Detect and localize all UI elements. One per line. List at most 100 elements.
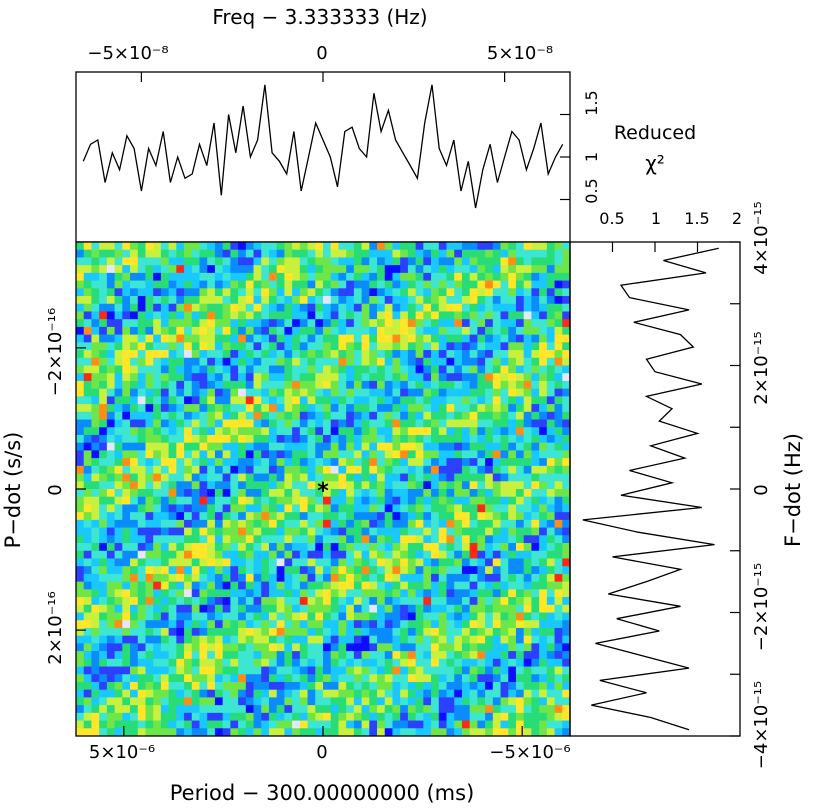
heatmap-cell xyxy=(515,512,525,521)
heatmap-cell xyxy=(407,496,417,505)
heatmap-cell xyxy=(523,319,532,328)
heatmap-cell xyxy=(539,705,548,714)
heatmap-cell xyxy=(515,581,525,590)
heatmap-cell xyxy=(508,504,517,513)
heatmap-cell xyxy=(91,311,100,320)
heatmap-cell xyxy=(191,326,200,336)
heatmap-cell xyxy=(106,388,115,397)
heatmap-cell xyxy=(454,450,463,459)
heatmap-cell xyxy=(238,689,247,698)
heatmap-cell xyxy=(508,350,517,359)
heatmap-cell xyxy=(361,496,370,505)
heatmap-cell xyxy=(477,504,486,513)
heatmap-cell xyxy=(268,303,278,312)
heatmap-cell xyxy=(83,272,92,281)
heatmap-cell xyxy=(392,404,401,413)
heatmap-cell xyxy=(114,604,123,613)
heatmap-cell xyxy=(253,257,262,266)
heatmap-cell xyxy=(245,527,254,536)
heatmap-cell xyxy=(554,319,563,328)
heatmap-cell xyxy=(222,404,231,413)
heatmap-cell xyxy=(531,388,540,397)
heatmap-cell xyxy=(292,712,301,721)
heatmap-cell xyxy=(477,651,486,660)
heatmap-cell xyxy=(384,604,393,613)
heatmap-cell xyxy=(114,419,123,428)
heatmap-cell xyxy=(99,365,108,374)
heatmap-cell xyxy=(485,489,494,498)
heatmap-cell xyxy=(500,504,509,513)
heatmap-cell xyxy=(353,473,362,482)
heatmap-cell xyxy=(184,620,193,629)
heatmap-cell xyxy=(276,380,285,390)
heatmap-cell xyxy=(168,350,177,359)
heatmap-cell xyxy=(99,481,108,490)
heatmap-cell xyxy=(546,581,555,590)
heatmap-cell xyxy=(130,666,139,675)
heatmap-cell xyxy=(515,473,525,482)
heatmap-cell xyxy=(446,674,455,683)
heatmap-cell xyxy=(400,627,409,637)
heatmap-cell xyxy=(76,311,85,320)
heatmap-cell xyxy=(276,450,285,459)
heatmap-cell xyxy=(106,573,115,583)
heatmap-cell xyxy=(377,643,386,652)
heatmap-cell xyxy=(515,465,525,474)
heatmap-cell xyxy=(191,712,200,721)
heatmap-cell xyxy=(238,434,247,444)
heatmap-cell xyxy=(184,535,193,544)
heatmap-cell xyxy=(477,550,486,559)
heatmap-cell xyxy=(353,350,362,359)
heatmap-cell xyxy=(276,496,285,505)
heatmap-cell xyxy=(477,589,486,598)
heatmap-cell xyxy=(292,666,301,675)
heatmap-cell xyxy=(407,666,417,675)
heatmap-cell xyxy=(253,450,262,459)
heatmap-cell xyxy=(168,543,177,552)
heatmap-cell xyxy=(338,319,347,328)
heatmap-cell xyxy=(338,512,347,521)
heatmap-cell xyxy=(523,543,532,552)
heatmap-cell xyxy=(492,643,501,652)
heatmap-cell xyxy=(338,419,347,428)
heatmap-cell xyxy=(284,388,293,397)
heatmap-cell xyxy=(83,350,92,359)
heatmap-cell xyxy=(253,620,262,629)
heatmap-cell xyxy=(369,373,378,382)
heatmap-cell xyxy=(268,450,278,459)
heatmap-cell xyxy=(500,635,509,644)
heatmap-cell xyxy=(353,674,362,683)
heatmap-cell xyxy=(523,666,532,675)
heatmap-cell xyxy=(454,334,463,343)
heatmap-cell xyxy=(268,319,278,328)
heatmap-cell xyxy=(407,597,417,606)
heatmap-cell xyxy=(168,589,177,598)
heatmap-cell xyxy=(245,396,254,405)
heatmap-cell xyxy=(323,373,332,382)
heatmap-cell xyxy=(438,465,447,474)
heatmap-cell xyxy=(214,597,224,606)
heatmap-cell xyxy=(137,496,146,505)
heatmap-cell xyxy=(207,342,216,351)
heatmap-cell xyxy=(485,697,494,706)
heatmap-cell xyxy=(230,465,239,474)
heatmap-cell xyxy=(515,342,525,351)
heatmap-cell xyxy=(554,481,563,490)
heatmap-cell xyxy=(99,728,108,737)
heatmap-cell xyxy=(91,319,100,328)
heatmap-cell xyxy=(323,303,332,312)
heatmap-cell xyxy=(137,481,146,490)
heatmap-cell xyxy=(446,380,455,390)
heatmap-cell xyxy=(191,373,200,382)
heatmap-cell xyxy=(500,350,509,359)
heatmap-cell xyxy=(153,380,162,390)
heatmap-cell xyxy=(176,296,185,305)
heatmap-cell xyxy=(323,658,332,667)
heatmap-cell xyxy=(122,427,131,436)
heatmap-cell xyxy=(315,265,324,274)
heatmap-cell xyxy=(145,589,154,598)
heatmap-cell xyxy=(307,242,316,251)
heatmap-cell xyxy=(377,681,386,691)
heatmap-cell xyxy=(253,550,262,559)
heatmap-cell xyxy=(446,427,455,436)
